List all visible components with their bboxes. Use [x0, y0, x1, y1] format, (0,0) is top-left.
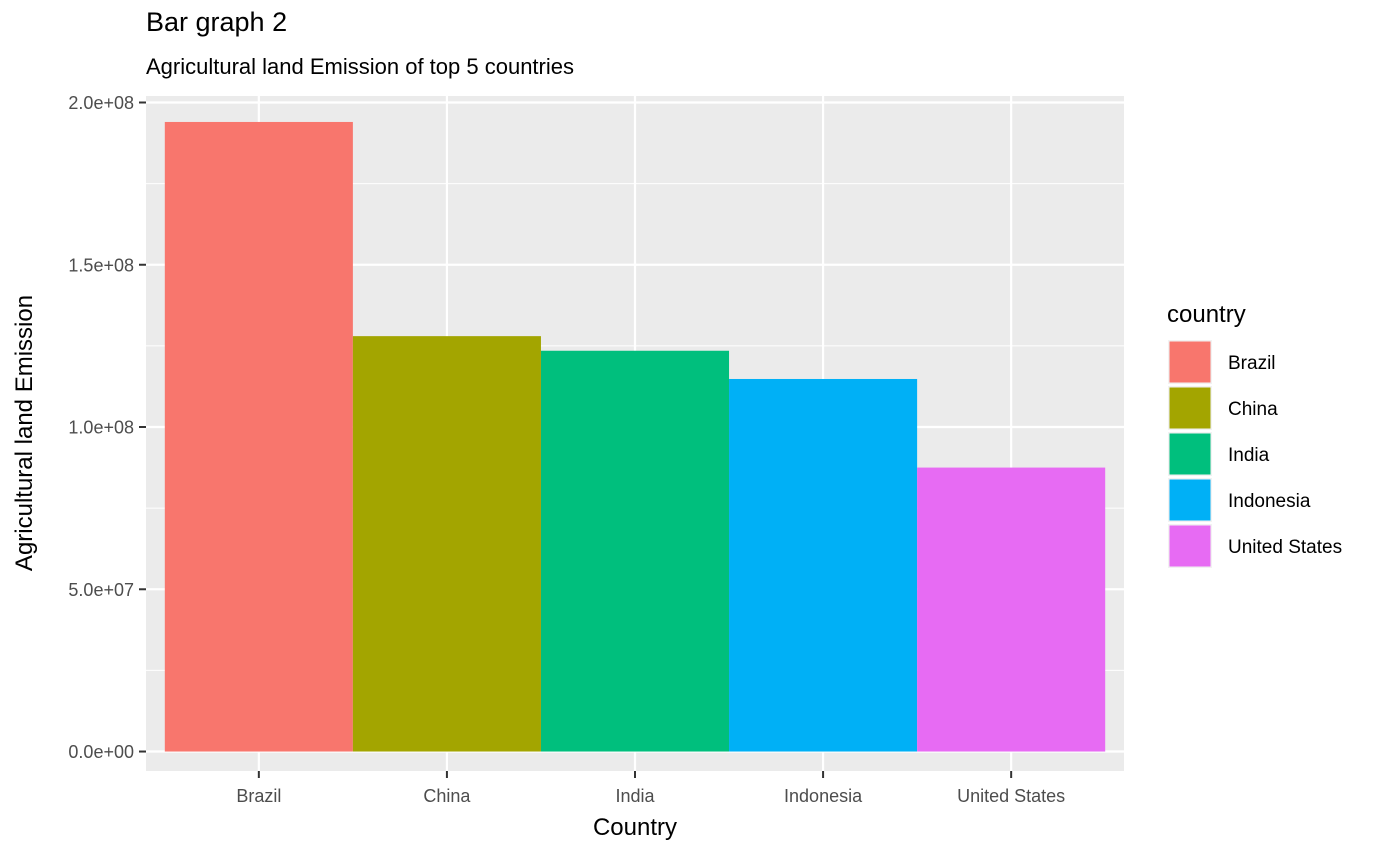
legend-title: country [1167, 301, 1246, 328]
x-tick-label: China [423, 786, 471, 806]
x-tick-label: United States [957, 786, 1065, 806]
y-tick-label: 2.0e+08 [68, 93, 134, 113]
bar-brazil [164, 121, 353, 752]
legend-key-swatch [1169, 479, 1211, 521]
x-tick-label: India [615, 786, 655, 806]
legend-key-swatch [1169, 387, 1211, 429]
legend-key-swatch [1169, 433, 1211, 475]
y-tick-label: 1.5e+08 [68, 255, 134, 275]
bar-china [352, 336, 541, 752]
y-tick-label: 0.0e+00 [68, 742, 134, 762]
legend-label: Brazil [1228, 353, 1276, 374]
bar-indonesia [729, 378, 918, 752]
axes: 0.0e+00 5.0e+07 1.0e+08 1.5e+08 2.0e+08 Brazi… [68, 93, 1065, 806]
chart-title: Bar graph 2 [146, 7, 287, 37]
bar-united-states [917, 467, 1106, 752]
legend-label: United States [1228, 537, 1342, 558]
x-tick-label: Indonesia [784, 786, 863, 806]
chart-subtitle: Agricultural land Emission of top 5 coun… [146, 54, 574, 79]
y-tick-label: 5.0e+07 [68, 580, 134, 600]
legend-key-swatch [1169, 341, 1211, 383]
bars [164, 121, 1106, 752]
legend-label: China [1228, 399, 1278, 420]
bar-india [540, 350, 730, 752]
y-axis-title: Agricultural land Emission [11, 295, 38, 571]
legend-key-swatch [1169, 525, 1211, 567]
y-tick-label: 1.0e+08 [68, 418, 134, 438]
legend-label: India [1228, 445, 1270, 466]
legend: country Brazil China India Indonesia United … [1167, 301, 1342, 568]
x-axis-title: Country [593, 814, 677, 841]
legend-label: Indonesia [1228, 491, 1311, 512]
x-tick-label: Brazil [236, 786, 281, 806]
